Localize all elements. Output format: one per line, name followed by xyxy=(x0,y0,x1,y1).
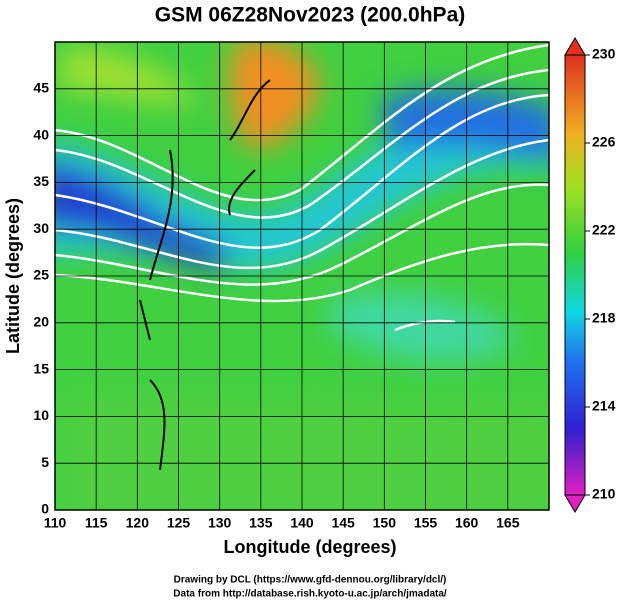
colorbar-tick-label: 226 xyxy=(592,134,616,150)
y-tick-label: 45 xyxy=(33,80,49,96)
colorbar-tick-label: 214 xyxy=(592,398,616,414)
x-axis-label: Longitude (degrees) xyxy=(223,537,396,557)
x-tick-label: 145 xyxy=(331,515,355,531)
y-tick-label: 20 xyxy=(33,314,49,330)
y-tick-label: 5 xyxy=(41,454,49,470)
field xyxy=(55,42,549,510)
y-tick-label: 0 xyxy=(41,501,49,517)
x-tick-label: 160 xyxy=(455,515,479,531)
y-tick-label: 30 xyxy=(33,220,49,236)
y-axis-label: Latitude (degrees) xyxy=(3,198,23,354)
y-tick-label: 40 xyxy=(33,126,49,142)
x-tick-label: 165 xyxy=(496,515,520,531)
note: Drawing by DCL (https://www.gfd-dennou.o… xyxy=(174,575,447,586)
y-tick-label: 25 xyxy=(33,267,49,283)
colorbar xyxy=(564,54,586,496)
x-tick-label: 140 xyxy=(290,515,314,531)
grid xyxy=(54,42,549,511)
x-tick-label: 115 xyxy=(85,515,108,531)
colorbar-tick-label: 230 xyxy=(592,46,616,62)
x-tick-label: 150 xyxy=(373,515,397,531)
plot-frame xyxy=(54,41,550,511)
x-tick-label: 135 xyxy=(249,515,273,531)
note: Data from http://database.rish.kyoto-u.a… xyxy=(173,589,447,600)
x-tick-label: 130 xyxy=(208,515,232,531)
x-tick-label: 155 xyxy=(414,515,438,531)
y-tick-label: 15 xyxy=(33,360,49,376)
x-tick-label: 120 xyxy=(126,515,150,531)
colorbar-arrow-bottom xyxy=(564,494,586,513)
colorbar-tick-label: 218 xyxy=(592,310,616,326)
colorbar-tick-label: 222 xyxy=(592,222,616,238)
y-tick-label: 10 xyxy=(33,407,49,423)
x-tick-label: 125 xyxy=(167,515,191,531)
x-tick-label: 110 xyxy=(44,515,67,531)
colorbar-arrow-top xyxy=(564,37,586,56)
chart-title: GSM 06Z28Nov2023 (200.0hPa) xyxy=(155,4,466,27)
y-tick-label: 35 xyxy=(33,173,49,189)
colorbar-tick-label: 210 xyxy=(592,486,616,502)
